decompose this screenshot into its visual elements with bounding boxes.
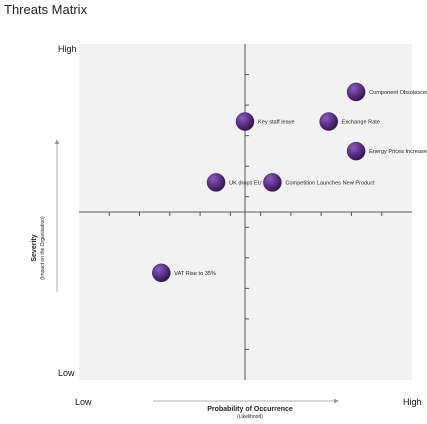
risk-point-label: UK drops EU xyxy=(229,180,262,186)
x-axis-label: Probability of Occurrence xyxy=(207,406,293,413)
risk-point xyxy=(319,112,338,131)
risk-point-label: Key staff leave xyxy=(258,120,295,126)
x-low-label: Low xyxy=(75,397,92,407)
x-high-label: High xyxy=(403,397,422,407)
risk-point-label: Exchange Rate xyxy=(342,120,380,126)
x-axis-title: Probability of Occurrence (Likelihood) xyxy=(160,405,340,421)
risk-point xyxy=(235,112,255,131)
risk-point xyxy=(263,173,282,192)
risk-point xyxy=(152,263,171,283)
risk-point xyxy=(206,173,226,192)
risk-point-label: VAT Rise to 35% xyxy=(174,271,216,277)
risk-point-label: Energy Prices Increase to X xyxy=(369,149,427,155)
x-axis-sublabel: (Likelihood) xyxy=(237,414,263,420)
y-high-label: High xyxy=(58,44,77,54)
chart-title: Threats Matrix xyxy=(4,2,88,17)
risk-point xyxy=(346,82,366,102)
risk-point-label: Competition Launches New Product xyxy=(285,180,375,186)
risk-point xyxy=(346,141,366,161)
y-low-label: Low xyxy=(58,368,75,378)
risk-point-label: Component Obsolescence xyxy=(369,90,427,96)
